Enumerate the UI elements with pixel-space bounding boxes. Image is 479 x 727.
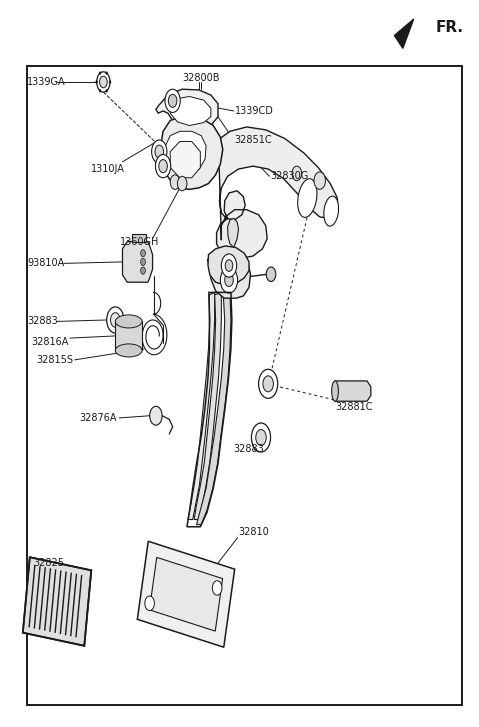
Polygon shape bbox=[194, 292, 221, 520]
Text: 1339CD: 1339CD bbox=[235, 106, 274, 116]
Text: 1310JA: 1310JA bbox=[91, 164, 125, 174]
Polygon shape bbox=[123, 241, 153, 282]
Ellipse shape bbox=[115, 344, 142, 357]
Circle shape bbox=[170, 174, 180, 189]
Circle shape bbox=[96, 81, 98, 84]
Circle shape bbox=[225, 260, 233, 271]
Circle shape bbox=[256, 430, 266, 446]
Circle shape bbox=[165, 89, 180, 113]
Circle shape bbox=[141, 267, 146, 274]
Circle shape bbox=[292, 166, 302, 180]
Polygon shape bbox=[170, 142, 200, 177]
Text: 32851C: 32851C bbox=[235, 135, 273, 145]
Circle shape bbox=[159, 160, 167, 173]
Circle shape bbox=[99, 72, 101, 75]
Circle shape bbox=[221, 254, 237, 277]
Circle shape bbox=[155, 145, 163, 158]
Circle shape bbox=[97, 72, 110, 92]
Polygon shape bbox=[115, 321, 142, 350]
Circle shape bbox=[109, 81, 111, 84]
Circle shape bbox=[107, 307, 124, 333]
Circle shape bbox=[263, 376, 274, 392]
Circle shape bbox=[99, 89, 101, 92]
Circle shape bbox=[145, 596, 154, 611]
Circle shape bbox=[177, 176, 187, 190]
Text: 32830G: 32830G bbox=[271, 172, 309, 181]
Circle shape bbox=[251, 423, 271, 452]
Polygon shape bbox=[160, 117, 223, 189]
Circle shape bbox=[168, 95, 177, 108]
Bar bbox=[27, 66, 462, 704]
Circle shape bbox=[314, 172, 325, 189]
Text: 32876A: 32876A bbox=[80, 413, 117, 423]
Text: 32815S: 32815S bbox=[36, 355, 73, 365]
Circle shape bbox=[141, 258, 146, 265]
Polygon shape bbox=[165, 132, 206, 174]
Circle shape bbox=[106, 72, 108, 75]
Polygon shape bbox=[132, 234, 147, 241]
Ellipse shape bbox=[297, 179, 317, 217]
Circle shape bbox=[225, 273, 233, 286]
Circle shape bbox=[106, 89, 108, 92]
Polygon shape bbox=[196, 292, 231, 525]
Circle shape bbox=[111, 313, 120, 327]
Circle shape bbox=[259, 369, 278, 398]
Text: 1360GH: 1360GH bbox=[120, 236, 160, 246]
Circle shape bbox=[156, 155, 171, 177]
Circle shape bbox=[212, 581, 222, 595]
Circle shape bbox=[220, 267, 238, 293]
Circle shape bbox=[100, 76, 107, 88]
Polygon shape bbox=[335, 381, 371, 401]
Text: 93810A: 93810A bbox=[27, 258, 64, 268]
Polygon shape bbox=[156, 89, 218, 132]
Text: 32883: 32883 bbox=[233, 444, 264, 454]
Ellipse shape bbox=[331, 381, 338, 401]
Text: FR.: FR. bbox=[436, 20, 464, 35]
Polygon shape bbox=[188, 292, 215, 520]
Circle shape bbox=[266, 267, 276, 281]
Circle shape bbox=[150, 406, 162, 425]
Text: 32800B: 32800B bbox=[182, 73, 220, 84]
Text: 32810: 32810 bbox=[239, 527, 269, 537]
Polygon shape bbox=[23, 557, 91, 646]
Text: 32816A: 32816A bbox=[32, 337, 69, 347]
Polygon shape bbox=[137, 542, 235, 647]
Polygon shape bbox=[149, 558, 223, 631]
Circle shape bbox=[152, 140, 167, 164]
Polygon shape bbox=[217, 127, 337, 258]
Text: 32883: 32883 bbox=[27, 316, 57, 326]
Polygon shape bbox=[208, 246, 249, 285]
Text: 1339GA: 1339GA bbox=[27, 77, 66, 87]
Text: 32881C: 32881C bbox=[335, 402, 373, 412]
Polygon shape bbox=[207, 251, 251, 298]
Polygon shape bbox=[228, 218, 239, 247]
Circle shape bbox=[141, 249, 146, 257]
Text: 32825: 32825 bbox=[33, 558, 64, 568]
Ellipse shape bbox=[115, 315, 142, 328]
Ellipse shape bbox=[324, 196, 339, 226]
Polygon shape bbox=[394, 19, 414, 49]
Polygon shape bbox=[170, 97, 211, 126]
